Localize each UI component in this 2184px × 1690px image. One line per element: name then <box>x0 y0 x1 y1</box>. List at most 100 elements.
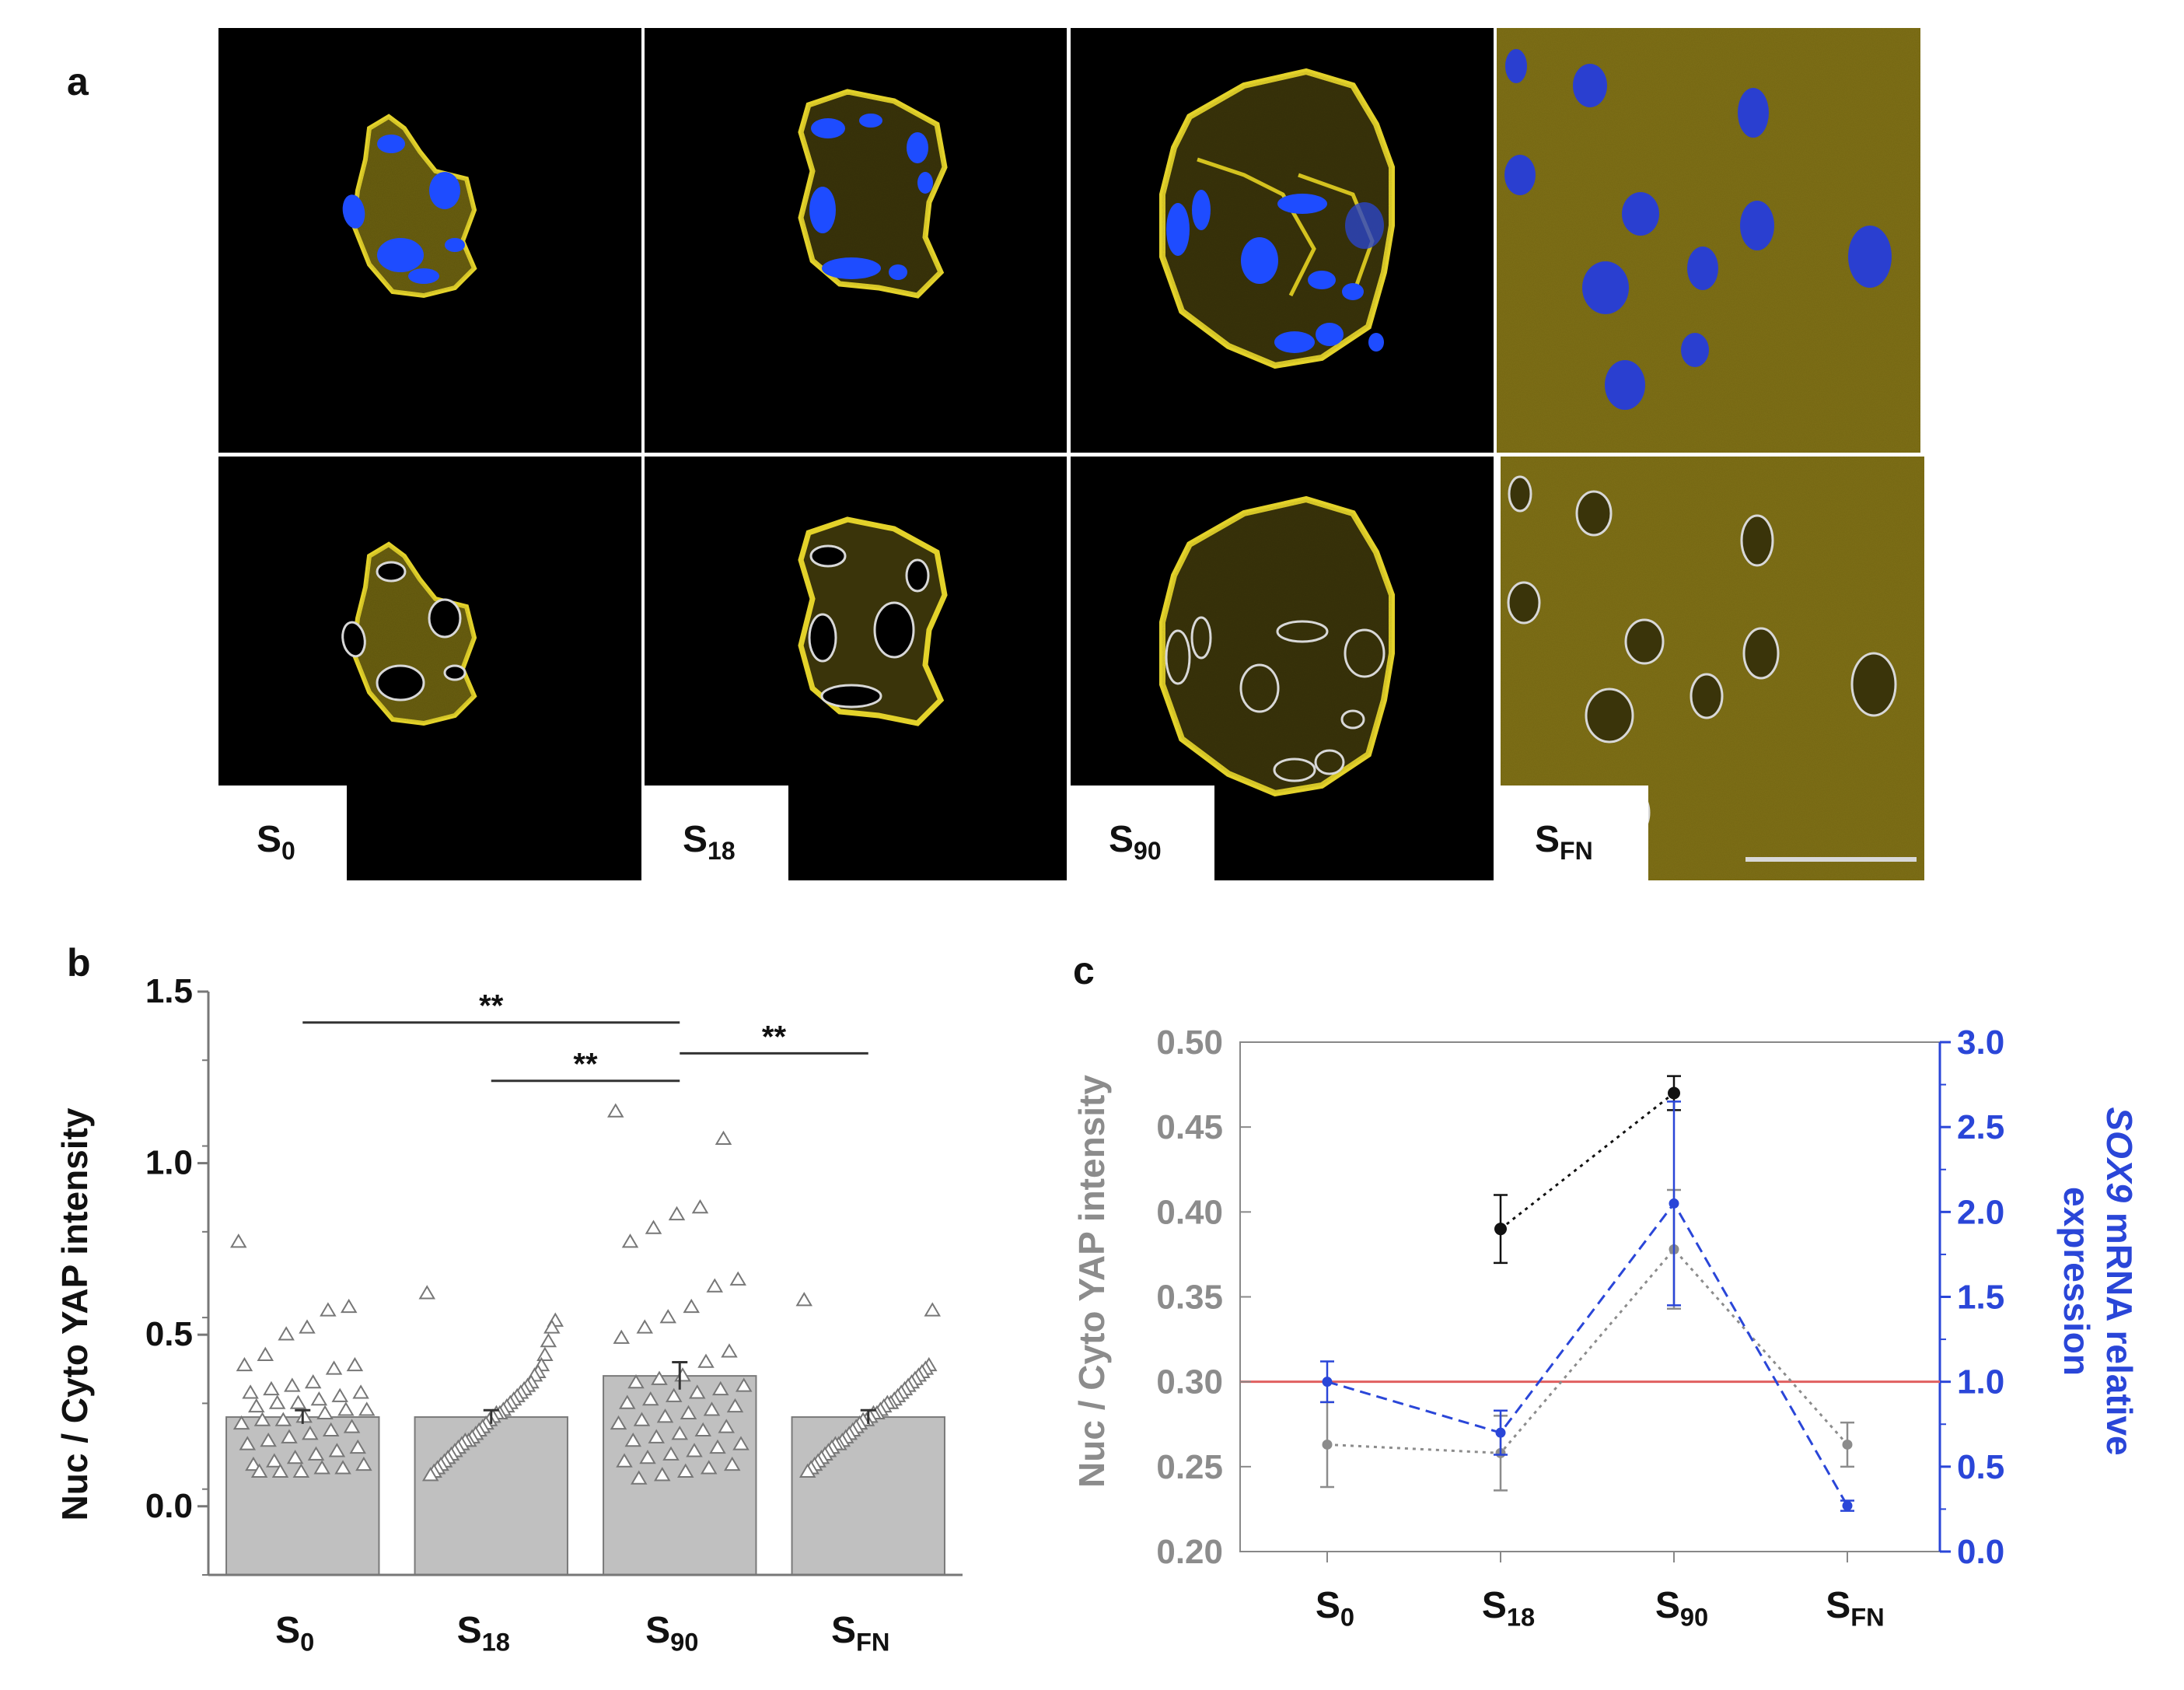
data-point-b-2-1 <box>715 1130 732 1146</box>
panel-letter-a: a <box>67 60 89 103</box>
x-tick-label-c-1: S18 <box>1482 1585 1535 1632</box>
left-tick-label-c-5: 0.45 <box>1156 1108 1223 1146</box>
data-point-b-3-1 <box>924 1302 941 1317</box>
data-point-b-0-0 <box>230 1233 247 1248</box>
data-point-b-2-32 <box>648 1429 665 1443</box>
data-point-b-2-22 <box>619 1394 636 1409</box>
x-tick-label-b-2: S90 <box>645 1610 698 1657</box>
data-point-b-2-4 <box>645 1219 662 1234</box>
data-point-c-2-3 <box>1842 1500 1853 1511</box>
data-point-b-0-4 <box>278 1326 295 1341</box>
data-point-b-2-14 <box>674 1367 691 1382</box>
data-point-b-0-30 <box>260 1432 277 1447</box>
label-box-s18: S18 <box>645 786 788 880</box>
x-tick-label-b-1-main: S <box>457 1610 482 1651</box>
plot-frame-c <box>1239 1041 1941 1552</box>
data-point-b-2-30 <box>694 1422 711 1437</box>
x-tick-label-b-2-main: S <box>645 1610 670 1651</box>
data-point-b-0-23 <box>274 1412 292 1426</box>
data-point-c-1-0 <box>1322 1439 1333 1450</box>
data-point-b-0-32 <box>349 1439 366 1454</box>
x-tick-label-c-2-sub: 90 <box>1680 1603 1708 1632</box>
svg-text:S18: S18 <box>683 819 736 865</box>
data-point-b-0-19 <box>358 1401 376 1416</box>
data-point-b-2-43 <box>654 1467 671 1482</box>
data-point-b-0-35 <box>286 1450 304 1464</box>
data-point-b-0-3 <box>299 1319 316 1334</box>
data-point-b-2-6 <box>729 1271 746 1286</box>
data-point-b-0-13 <box>352 1384 369 1399</box>
spheroid-s0-bottom <box>341 541 477 726</box>
data-point-b-3-37 <box>798 1463 816 1478</box>
data-point-b-2-2 <box>691 1198 709 1214</box>
data-point-b-0-10 <box>284 1377 301 1392</box>
data-point-b-0-18 <box>248 1398 265 1413</box>
data-point-b-0-6 <box>236 1356 253 1372</box>
data-point-b-0-11 <box>263 1380 280 1396</box>
data-point-b-2-21 <box>642 1391 659 1406</box>
left-tick-label-c-1: 0.25 <box>1156 1448 1223 1486</box>
x-tick-label-c-0-sub: 0 <box>1340 1603 1354 1632</box>
panel-letter-c: c <box>1073 949 1095 992</box>
data-point-b-2-12 <box>721 1343 738 1358</box>
data-point-b-0-17 <box>268 1394 286 1409</box>
panel-letter-b: b <box>67 941 91 985</box>
data-point-b-2-7 <box>706 1278 723 1293</box>
data-point-b-0-31 <box>239 1436 257 1450</box>
spheroid-s0-top <box>342 114 477 299</box>
cells-sfn-top <box>1497 28 1920 453</box>
right-tick-label-c-3: 1.5 <box>1957 1279 2004 1317</box>
data-point-b-2-29 <box>718 1419 735 1433</box>
data-point-b-0-38 <box>355 1456 372 1471</box>
data-point-c-1-3 <box>1842 1439 1853 1450</box>
cells-sfn-bottom <box>1501 457 1924 880</box>
x-tick-label-b-0: S0 <box>275 1610 314 1657</box>
bar-b-1 <box>414 1416 568 1576</box>
data-point-c-2-0 <box>1322 1377 1333 1387</box>
right-tick-label-c-2: 1.0 <box>1957 1363 2004 1401</box>
right-axis-title-c-rest: mRNA relative <box>2099 1202 2140 1456</box>
data-point-b-1-4 <box>536 1346 554 1361</box>
chart-c: 0.20 0.25 0.30 0.35 0.40 0.45 0.50 0.0 0.5 1.0 1.5… <box>1071 1023 2140 1632</box>
data-point-b-1-37 <box>421 1467 439 1482</box>
data-point-b-0-12 <box>242 1384 259 1399</box>
data-point-b-2-34 <box>732 1436 750 1450</box>
data-point-b-2-31 <box>671 1426 688 1440</box>
y-tick-label-b-0: 0.0 <box>145 1487 193 1525</box>
data-point-b-2-27 <box>633 1412 651 1426</box>
y-tick-label-b-3: 1.5 <box>145 972 193 1010</box>
x-tick-label-b-3-main: S <box>831 1610 856 1651</box>
data-point-b-0-21 <box>316 1405 334 1419</box>
left-tick-label-c-3: 0.35 <box>1156 1279 1223 1317</box>
x-tick-label-b-2-sub: 90 <box>670 1628 698 1657</box>
left-axis-title-c: Nuc / Cyto YAP intensity <box>1071 1075 1112 1488</box>
data-point-c-0-2 <box>1668 1086 1680 1100</box>
data-point-b-0-24 <box>253 1412 271 1426</box>
right-axis-title-c-gene: SOX9 <box>2099 1107 2140 1202</box>
spheroid-s90-top <box>1159 68 1395 369</box>
data-point-b-0-1 <box>340 1298 358 1314</box>
data-point-b-2-35 <box>709 1439 726 1454</box>
data-point-b-1-0 <box>418 1285 436 1300</box>
data-point-b-0-7 <box>346 1356 364 1372</box>
bar-b-3 <box>791 1416 945 1576</box>
right-tick-label-c-6: 3.0 <box>1957 1023 2004 1062</box>
series-line-c-2 <box>1326 1201 1849 1506</box>
x-tick-label-c-2-main: S <box>1655 1585 1680 1626</box>
x-tick-label-b-1: S18 <box>457 1610 510 1657</box>
data-point-b-0-33 <box>328 1443 346 1457</box>
x-tick-label-c-1-main: S <box>1482 1585 1507 1626</box>
left-tick-label-c-0: 0.20 <box>1156 1533 1223 1571</box>
series-line-c-0 <box>1500 1092 1675 1230</box>
svg-text:S0: S0 <box>257 819 295 865</box>
data-point-b-0-29 <box>281 1429 298 1443</box>
y-tick-label-b-2: 1.0 <box>145 1144 193 1182</box>
data-point-b-2-26 <box>656 1408 674 1423</box>
data-point-b-0-28 <box>302 1426 319 1440</box>
data-point-b-2-5 <box>621 1233 639 1248</box>
data-point-b-0-14 <box>331 1387 348 1402</box>
data-point-b-2-41 <box>701 1460 718 1475</box>
data-point-b-0-5 <box>257 1346 274 1361</box>
data-point-b-0-25 <box>232 1415 250 1430</box>
